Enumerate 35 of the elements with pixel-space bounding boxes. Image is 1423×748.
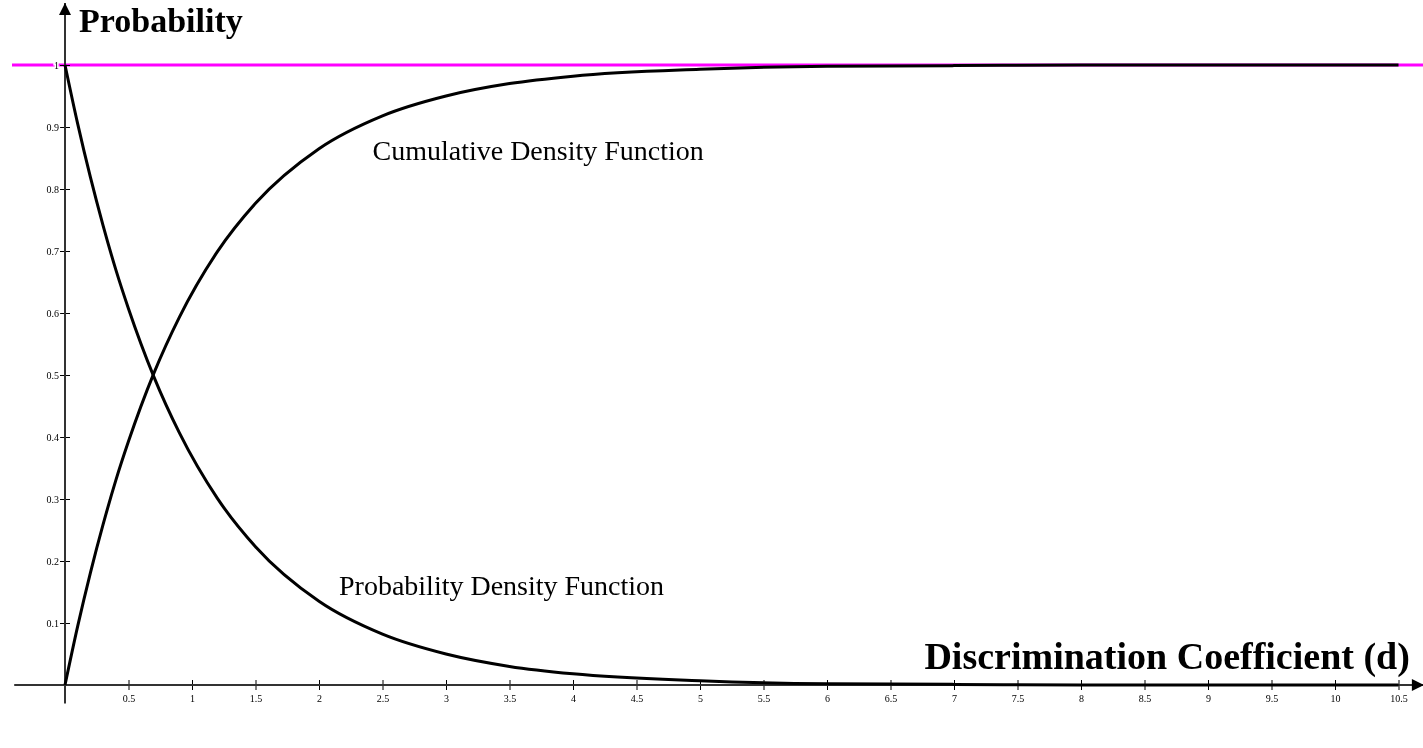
x-tick-label: 7.5 <box>1011 693 1025 704</box>
series-label: Cumulative Density Function <box>372 134 704 166</box>
x-tick-label: 5 <box>698 693 703 704</box>
x-tick-label: 9 <box>1206 693 1211 704</box>
x-tick-label: 6 <box>825 693 830 704</box>
x-tick-label: 1 <box>190 693 195 704</box>
y-tick-label: 0.9 <box>46 121 59 133</box>
x-tick-label: 2.5 <box>376 693 390 704</box>
y-tick-label: 0.3 <box>46 493 59 505</box>
y-tick-label: 0.1 <box>46 617 59 629</box>
x-axis-title: Discrimination Coefficient (d) <box>924 635 1410 678</box>
x-tick-label: 8.5 <box>1138 693 1152 704</box>
x-tick-label: 0.5 <box>122 693 136 704</box>
y-tick-label: 0.6 <box>46 307 59 319</box>
x-tick-label: 6.5 <box>884 693 898 704</box>
x-tick-label: 8 <box>1079 693 1084 704</box>
y-axis-title: Probability <box>79 2 243 39</box>
y-tick-label: 0.4 <box>46 431 59 443</box>
x-tick-label: 10 <box>1330 693 1341 704</box>
series-label: Probability Density Function <box>339 570 665 602</box>
y-tick-label: 0.8 <box>46 183 59 195</box>
y-tick-label: 0.5 <box>46 369 59 381</box>
x-tick-label: 5.5 <box>757 693 771 704</box>
x-tick-label: 3.5 <box>503 693 517 704</box>
x-tick-label: 1.5 <box>249 693 263 704</box>
y-tick-label: 0.2 <box>46 555 59 567</box>
x-tick-label: 3 <box>444 693 449 704</box>
y-tick-label: 0.7 <box>46 245 59 257</box>
y-tick-label: 1 <box>54 59 59 71</box>
x-tick-label: 7 <box>952 693 957 704</box>
x-tick-label: 2 <box>317 693 322 704</box>
x-tick-label: 9.5 <box>1265 693 1279 704</box>
x-tick-label: 4 <box>571 693 576 704</box>
x-tick-label: 10.5 <box>1390 693 1408 704</box>
x-tick-label: 4.5 <box>630 693 644 704</box>
